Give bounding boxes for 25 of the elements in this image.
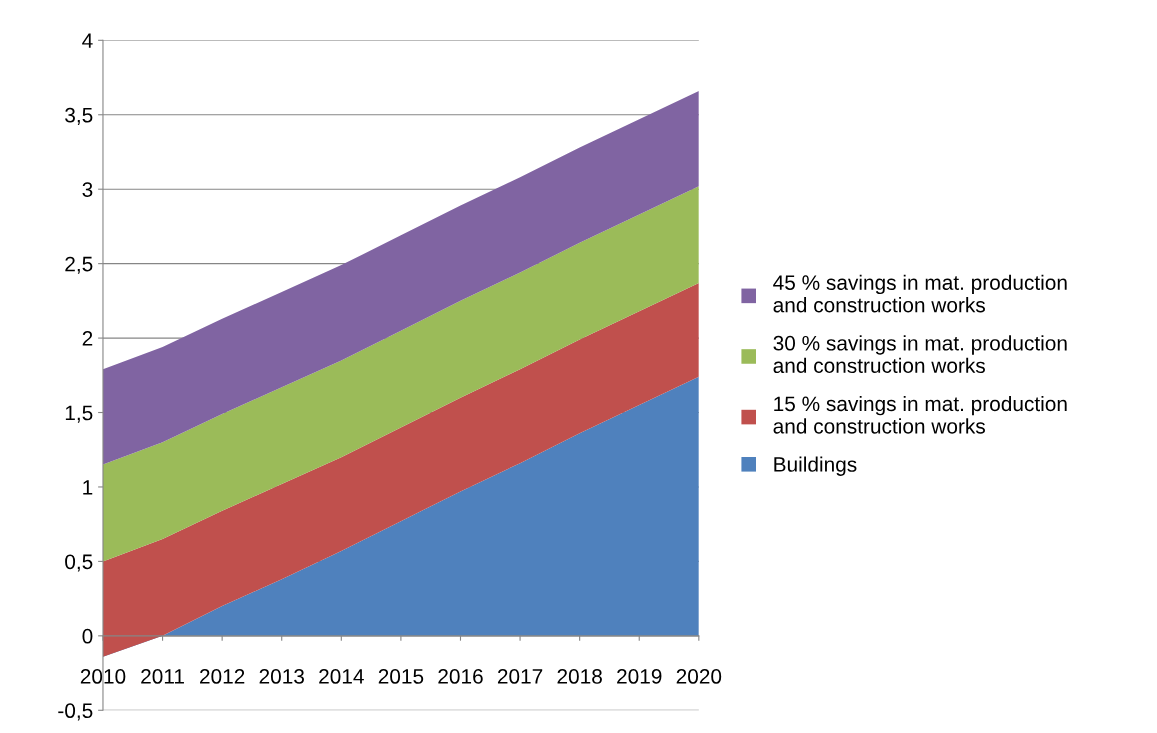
y-tick-label: 0,5 bbox=[65, 554, 93, 572]
legend-label: 15 % savings in mat. production and construction works bbox=[773, 395, 1067, 434]
y-tick-label: 2 bbox=[82, 331, 93, 346]
y-tick-label: 3,5 bbox=[65, 107, 93, 125]
x-tick-label: 2020 bbox=[676, 669, 722, 684]
x-tick-label: 2010 bbox=[80, 669, 126, 684]
y-tick-label: 4 bbox=[82, 33, 93, 48]
y-tick-label: -0,5 bbox=[58, 703, 93, 721]
x-tick-label: 2012 bbox=[200, 669, 245, 684]
y-tick-label: 3 bbox=[82, 182, 93, 197]
x-tick-label: 2015 bbox=[378, 669, 424, 684]
x-tick-label: 2011 bbox=[141, 669, 184, 684]
x-tick-label: 2018 bbox=[557, 669, 602, 684]
x-tick-label: 2013 bbox=[259, 669, 304, 684]
y-tick-label: 1 bbox=[83, 480, 93, 495]
y-tick-label: 1,5 bbox=[65, 405, 93, 423]
y-tick-label: 2,5 bbox=[65, 256, 93, 274]
y-tick-label: 0 bbox=[82, 628, 93, 644]
x-tick-label: 2014 bbox=[319, 669, 364, 684]
x-tick-label: 2017 bbox=[497, 669, 543, 684]
legend-label: Buildings bbox=[774, 456, 857, 476]
x-tick-label: 2019 bbox=[617, 669, 662, 684]
x-tick-label: 2016 bbox=[438, 669, 483, 684]
legend-label: 45 % savings in mat. production and construction works bbox=[773, 274, 1067, 313]
legend-label: 30 % savings in mat. production and construction works bbox=[773, 335, 1067, 374]
